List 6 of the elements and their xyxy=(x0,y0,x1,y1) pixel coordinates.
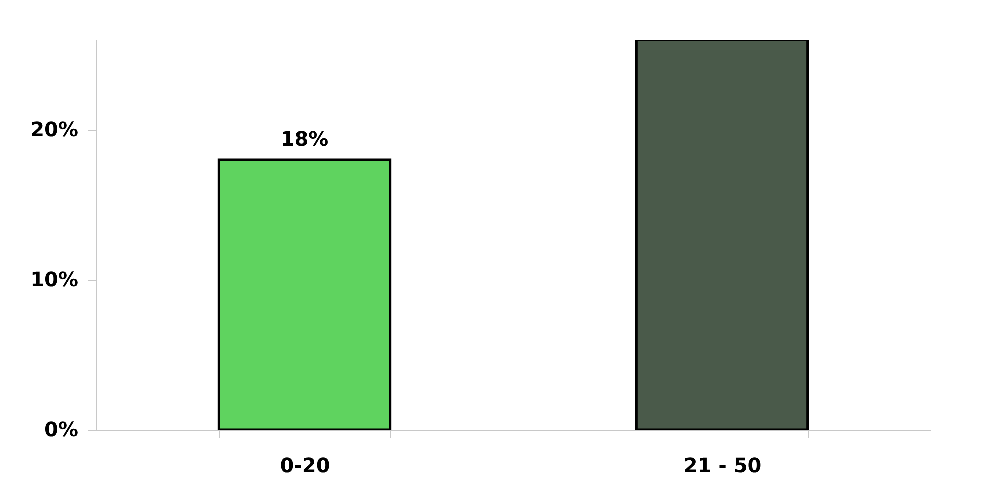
x-tick-label: 21 - 50 xyxy=(684,454,762,478)
y-tick-label: 10% xyxy=(30,268,78,292)
x-tick-label: 0-20 xyxy=(280,454,330,478)
y-tick-label: 0% xyxy=(44,418,78,442)
y-tick-label: 20% xyxy=(30,118,78,142)
data-label: 18% xyxy=(280,127,329,151)
